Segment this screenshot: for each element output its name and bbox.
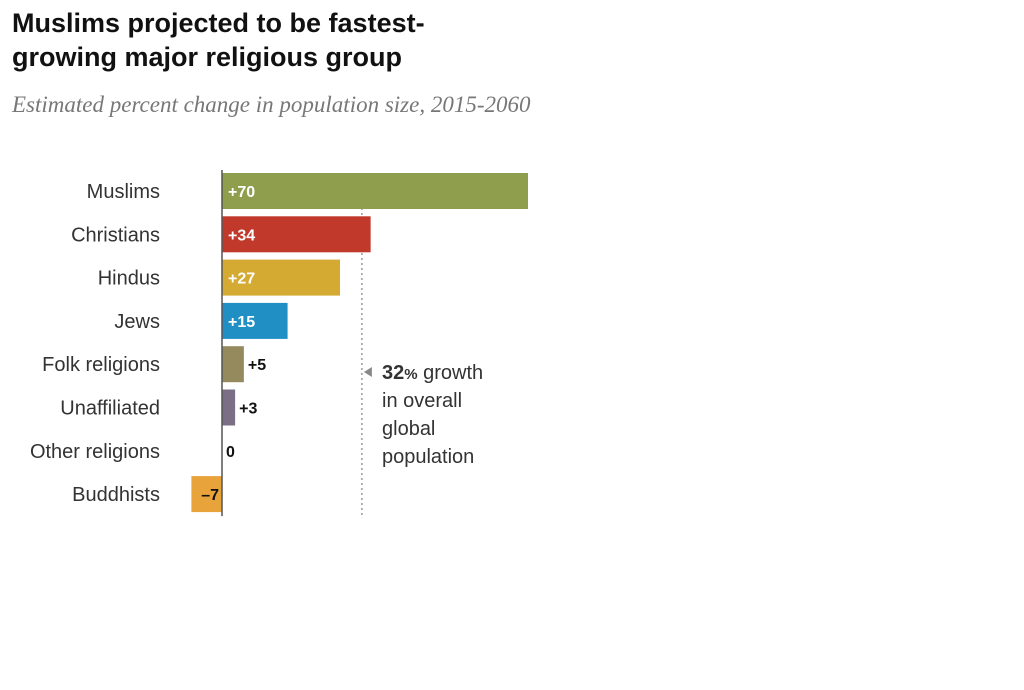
value-label-jews: +15: [228, 314, 255, 331]
annotation-line-3: global: [382, 418, 435, 440]
category-label-buddhists: Buddhists: [72, 484, 160, 506]
bar-hindus: [222, 259, 341, 296]
bar-folk-religions: [222, 346, 244, 383]
chart-subtitle: Estimated percent change in population s…: [12, 92, 531, 117]
annotation-line-4: population: [382, 446, 474, 468]
bar-jews: [222, 302, 288, 339]
category-label-other-religions: Other religions: [30, 441, 160, 463]
value-label-buddhists: –7: [201, 487, 219, 504]
category-label-unaffiliated: Unaffiliated: [60, 398, 160, 420]
value-label-folk-religions: +5: [248, 357, 266, 374]
bar-buddhists: [191, 476, 222, 513]
annotation-line-2: in overall: [382, 390, 462, 412]
value-label-christians: +34: [228, 227, 255, 244]
annotation-arrow-icon: [363, 367, 372, 377]
bar-unaffiliated: [222, 389, 236, 426]
value-label-unaffiliated: +3: [239, 401, 257, 418]
chart-title: Muslims projected to be fastest-growing …: [12, 8, 425, 72]
category-label-muslims: Muslims: [87, 181, 160, 203]
value-label-hindus: +27: [228, 271, 255, 288]
value-label-other-religions: 0: [226, 444, 235, 461]
bar-christians: [222, 216, 371, 253]
value-label-muslims: +70: [228, 184, 255, 201]
category-label-hindus: Hindus: [98, 268, 160, 290]
category-label-folk-religions: Folk religions: [42, 354, 160, 376]
category-label-christians: Christians: [71, 224, 160, 246]
bar-muslims: [222, 173, 528, 209]
category-label-jews: Jews: [114, 311, 160, 333]
annotation-line-1: 32% growth: [382, 362, 483, 384]
